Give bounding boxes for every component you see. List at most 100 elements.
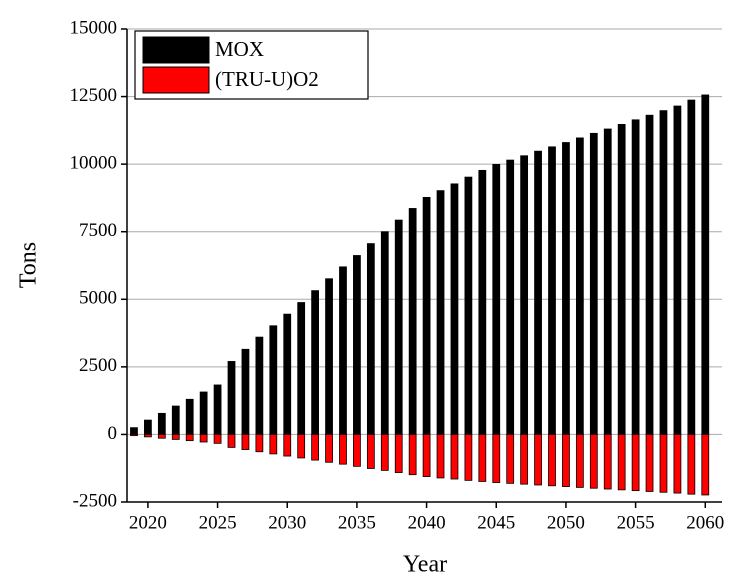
bar	[380, 231, 389, 435]
bar	[227, 434, 236, 448]
bar	[520, 434, 529, 485]
bar	[436, 190, 445, 435]
y-tick-label: 0	[108, 423, 118, 444]
bar	[603, 128, 612, 435]
bar	[687, 99, 696, 435]
bar	[548, 146, 556, 435]
bar	[283, 313, 292, 435]
legend-label: MOX	[215, 37, 264, 61]
bar	[380, 434, 389, 471]
x-tick-label: 2030	[268, 512, 306, 533]
bar	[227, 361, 236, 435]
x-tick-label: 2040	[408, 512, 446, 533]
bar	[464, 434, 473, 481]
bar	[171, 434, 180, 440]
bar	[255, 434, 264, 453]
bar	[353, 434, 361, 467]
y-tick-label: 7500	[79, 220, 117, 241]
bar	[130, 434, 138, 437]
bar	[130, 427, 138, 435]
bar	[617, 124, 626, 435]
x-tick-label: 2060	[686, 512, 724, 533]
bar	[366, 243, 375, 435]
y-tick-label: 10000	[70, 153, 118, 174]
bar	[673, 105, 682, 435]
bar	[199, 434, 208, 443]
bar	[534, 434, 542, 486]
legend-label: (TRU-U)O2	[215, 67, 319, 91]
bar	[339, 266, 347, 435]
bar	[297, 434, 306, 459]
bar	[548, 434, 556, 487]
bar	[478, 169, 487, 435]
x-tick-label: 2050	[547, 512, 585, 533]
bar	[408, 208, 417, 435]
bar	[631, 119, 640, 435]
bar	[645, 114, 654, 435]
bar	[241, 434, 250, 450]
bar	[436, 434, 445, 479]
x-tick-label: 2045	[477, 512, 515, 533]
bar	[617, 434, 626, 491]
y-tick-label: 12500	[70, 85, 118, 106]
y-tick-label: -2500	[73, 490, 117, 511]
bar	[325, 278, 333, 435]
bar	[534, 150, 542, 435]
x-tick-label: 2020	[129, 512, 167, 533]
bar	[408, 434, 417, 476]
bar	[603, 434, 612, 490]
y-tick-label: 5000	[79, 288, 117, 309]
bar	[589, 434, 598, 489]
bar	[520, 155, 529, 435]
bar	[144, 434, 152, 438]
bar	[701, 94, 710, 435]
bar	[659, 434, 668, 493]
bar	[325, 434, 333, 463]
bar	[283, 434, 292, 457]
legend-swatch	[142, 66, 210, 94]
bar	[311, 434, 319, 461]
bar	[171, 405, 180, 435]
bar	[185, 434, 194, 442]
bar	[422, 196, 431, 435]
bar	[562, 142, 570, 435]
bar	[673, 434, 682, 494]
bar	[339, 434, 347, 465]
bar	[394, 219, 403, 435]
bar	[213, 384, 222, 435]
x-tick-label: 2055	[617, 512, 655, 533]
bar	[157, 434, 166, 439]
y-tick-label: 15000	[70, 17, 118, 38]
bar	[631, 434, 640, 492]
bar	[213, 434, 222, 444]
bar	[575, 137, 584, 435]
bar	[185, 398, 194, 435]
bar	[506, 434, 515, 484]
y-axis-label: Tons	[16, 242, 42, 288]
bar	[701, 434, 710, 496]
bar	[353, 255, 361, 435]
bar	[589, 132, 598, 435]
x-tick-label: 2035	[338, 512, 376, 533]
bar	[422, 434, 431, 477]
bar	[199, 391, 208, 435]
x-axis-label: Year	[403, 552, 447, 578]
bar	[269, 434, 278, 455]
bar	[311, 290, 319, 435]
bar	[450, 183, 459, 435]
bar	[492, 164, 501, 435]
bar	[506, 159, 515, 435]
bar	[492, 434, 501, 483]
x-tick-label: 2025	[199, 512, 237, 533]
y-tick-label: 2500	[79, 355, 117, 376]
bar	[269, 325, 278, 435]
bar	[144, 419, 152, 435]
bar	[366, 434, 375, 469]
bar	[478, 434, 487, 482]
bar	[464, 176, 473, 435]
bar	[255, 336, 264, 435]
legend-swatch	[142, 36, 210, 64]
bar	[659, 110, 668, 435]
bar	[297, 302, 306, 435]
